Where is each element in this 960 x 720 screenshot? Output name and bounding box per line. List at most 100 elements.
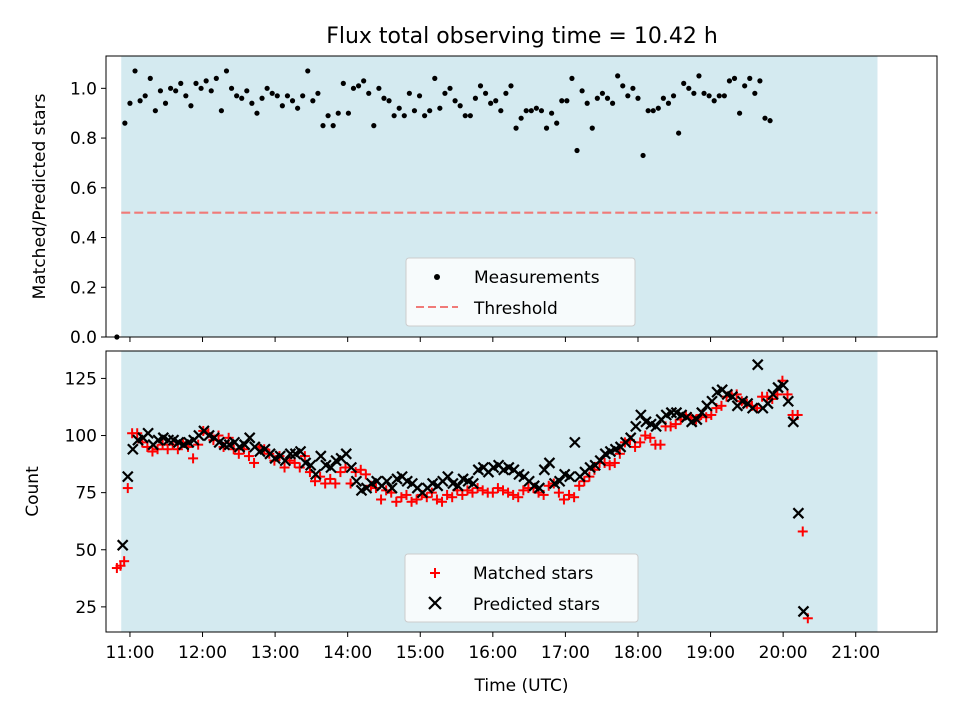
matched-star-point — [670, 419, 681, 430]
matched-star-point — [340, 462, 351, 473]
x-tick-label: 16:00 — [468, 643, 517, 663]
matched-star-point — [442, 489, 453, 500]
measurement-point — [183, 93, 189, 99]
measurement-point — [757, 78, 763, 84]
measurement-point — [569, 75, 575, 81]
x-tick-label: 21:00 — [831, 643, 880, 663]
measurement-point — [340, 80, 346, 86]
matched-star-point — [640, 430, 651, 441]
measurement-point — [152, 108, 158, 114]
predicted-star-point — [767, 388, 779, 401]
matched-star-point — [119, 556, 130, 567]
predicted-star-point — [315, 450, 327, 462]
measurement-point — [162, 100, 169, 106]
measurement-point — [625, 93, 631, 99]
measurement-point — [594, 95, 600, 101]
measurement-point — [228, 85, 235, 91]
predicted-star-point — [340, 448, 353, 460]
y-tick-label: 0.8 — [70, 129, 97, 149]
x-tick-label: 14:00 — [323, 643, 372, 663]
matched-star-point — [401, 489, 412, 500]
measurement-point — [554, 120, 560, 126]
predicted-star-point — [350, 475, 363, 487]
matched-star-point — [716, 400, 727, 411]
measurement-point — [701, 90, 707, 96]
measurement-point — [564, 98, 570, 104]
bottom-axes-frame — [105, 350, 938, 633]
matched-star-point — [630, 441, 641, 452]
measurement-point — [279, 103, 285, 109]
measurement-point — [543, 125, 550, 131]
y-tick-label: 50 — [75, 541, 97, 561]
measurement-point — [742, 83, 748, 89]
y-tick-label: 0.2 — [70, 278, 97, 298]
predicted-star-point — [787, 416, 800, 428]
predicted-star-point — [624, 432, 637, 444]
measurements-legend-marker — [434, 274, 440, 280]
measurement-point — [645, 108, 651, 114]
measurement-point — [289, 98, 296, 104]
matched-star-point — [497, 485, 508, 496]
matched-legend-marker — [430, 568, 440, 578]
matched-star-point — [376, 494, 387, 505]
matched-star-point — [645, 432, 656, 443]
predicted-star-point — [792, 507, 805, 519]
matched-star-point — [172, 444, 183, 455]
matched-star-point — [604, 460, 615, 471]
matched-star-point — [310, 476, 321, 487]
matched-star-point — [147, 446, 158, 457]
measurement-point — [234, 93, 240, 99]
measurement-point — [584, 100, 590, 106]
measurement-point — [681, 80, 687, 86]
measurement-point — [589, 125, 595, 131]
matched-star-point — [330, 478, 341, 489]
measurement-point — [472, 95, 479, 101]
measurement-point — [686, 85, 692, 91]
measurement-point — [676, 130, 682, 136]
legend-matched-stars: Matched stars — [473, 564, 593, 584]
predicted-star-point — [635, 409, 647, 421]
predicted-star-point — [345, 461, 358, 474]
predicted-star-point — [294, 445, 307, 458]
measurement-point — [264, 85, 270, 91]
predicted-star-point — [279, 454, 292, 467]
measurement-point — [173, 88, 179, 94]
matched-star-point — [609, 457, 620, 468]
predicted-star-point — [777, 379, 789, 392]
measurement-point — [696, 73, 702, 79]
predicted-star-point — [746, 402, 759, 414]
predicted-legend-marker — [428, 596, 442, 610]
matched-star-point — [243, 451, 254, 462]
predicted-star-point — [751, 358, 764, 371]
measurement-point — [386, 98, 392, 104]
matched-star-point — [574, 480, 585, 491]
measurement-point — [579, 88, 585, 94]
measurement-point — [655, 105, 661, 111]
matched-star-point — [335, 467, 346, 478]
measurement-point — [635, 95, 641, 101]
measurement-point — [752, 90, 758, 96]
x-tick-label: 18:00 — [613, 643, 662, 663]
x-axis-label: Time (UTC) — [474, 676, 569, 696]
predicted-star-point — [121, 470, 134, 483]
measurement-point — [350, 85, 357, 91]
matched-legend-plus — [430, 568, 440, 578]
matched-star-point — [797, 526, 808, 537]
measurement-point — [716, 93, 722, 99]
measurements-series — [114, 68, 773, 340]
predicted-star-point — [243, 432, 256, 444]
predicted-star-point — [386, 482, 398, 494]
x-tick-label: 11:00 — [105, 643, 154, 663]
measurement-point — [310, 98, 316, 104]
measurement-point — [223, 68, 230, 74]
measurement-point — [467, 113, 473, 119]
measurement-point — [137, 98, 143, 104]
measurement-point — [691, 90, 697, 96]
measurement-point — [345, 110, 352, 116]
measurement-point — [604, 95, 611, 101]
measurement-point — [244, 88, 250, 94]
measurement-point — [315, 90, 321, 96]
measurement-point — [427, 108, 433, 114]
matched-star-point — [518, 485, 529, 496]
